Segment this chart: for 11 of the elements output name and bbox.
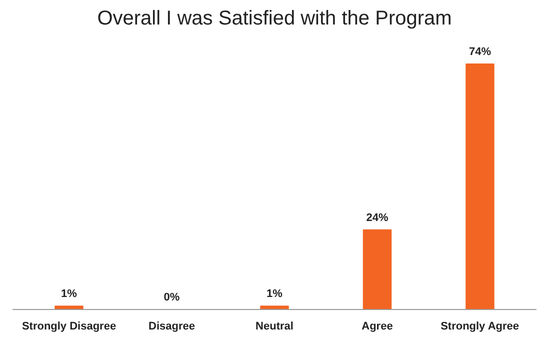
chart-title: Overall I was Satisfied with the Program [97, 8, 452, 30]
data-label: 24% [366, 212, 388, 224]
x-tick-label: Strongly Disagree [22, 320, 116, 332]
x-tick-label: Strongly Agree [440, 320, 520, 332]
data-label: 74% [468, 46, 492, 58]
x-tick-label: Agree [362, 320, 393, 332]
x-tick-label: Disagree [148, 320, 196, 332]
x-tick-label: Neutral [256, 320, 294, 332]
data-label: 1% [266, 288, 283, 300]
data-label: 0% [164, 292, 180, 304]
data-label: 1% [61, 288, 78, 300]
